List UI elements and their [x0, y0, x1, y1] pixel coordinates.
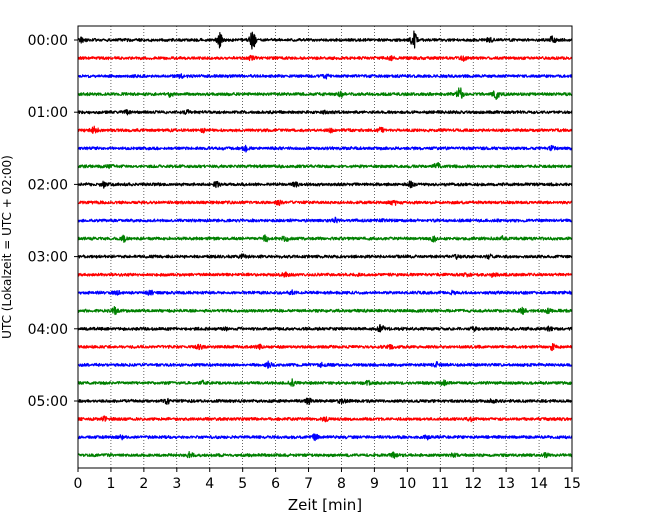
seismogram-trace-0245 — [77, 234, 573, 243]
x-tick-label: 1 — [106, 476, 115, 492]
seismogram-traces — [77, 30, 573, 459]
seismogram-trace-0300 — [77, 253, 573, 260]
x-tick-label: 14 — [530, 476, 548, 492]
seismogram-trace-0330 — [77, 289, 573, 296]
seismogram-trace-0130 — [77, 144, 573, 153]
x-tick-label: 4 — [205, 476, 214, 492]
x-tick-label: 15 — [563, 476, 581, 492]
y-axis-ticks: 00:00 01:00 02:00 03:00 04:00 05:00 — [28, 33, 78, 410]
x-tick-label: 9 — [370, 476, 379, 492]
seismogram-trace-0145 — [77, 161, 573, 170]
y-tick-label: 04:00 — [28, 322, 68, 338]
seismogram-trace-0100 — [77, 109, 573, 116]
x-tick-label: 0 — [74, 476, 83, 492]
x-axis-label: Zeit [min] — [288, 496, 362, 514]
x-tick-label: 5 — [238, 476, 247, 492]
x-tick-label: 7 — [304, 476, 313, 492]
y-tick-label: 01:00 — [28, 105, 68, 121]
seismogram-trace-0015 — [77, 54, 573, 62]
x-tick-label: 12 — [464, 476, 482, 492]
seismogram-trace-0515 — [77, 415, 573, 423]
y-tick-label: 03:00 — [28, 250, 68, 266]
x-tick-label: 13 — [497, 476, 515, 492]
seismogram-trace-0030 — [77, 73, 573, 80]
y-tick-label: 00:00 — [28, 33, 68, 49]
seismogram-trace-0115 — [77, 125, 573, 135]
plot-frame — [77, 25, 573, 469]
y-axis-label: UTC (Lokalzeit = UTC + 02:00) — [0, 155, 14, 339]
seismogram-trace-0315 — [77, 271, 573, 279]
x-tick-label: 2 — [139, 476, 148, 492]
y-tick-label: 05:00 — [28, 394, 68, 410]
seismogram-trace-0545 — [77, 451, 573, 459]
seismogram-trace-0045 — [77, 87, 573, 100]
seismogram-trace-0400 — [77, 323, 573, 333]
seismogram-trace-0215 — [77, 199, 573, 207]
seismogram-trace-0445 — [77, 378, 573, 387]
x-axis-ticks: 0 1 2 3 4 5 6 7 8 9 10 11 12 13 14 15 — [74, 468, 581, 492]
seismogram-trace-0430 — [77, 360, 573, 369]
x-tick-label: 11 — [431, 476, 449, 492]
x-tick-label: 3 — [172, 476, 181, 492]
seismogram-trace-0500 — [77, 397, 573, 405]
seismogram-trace-0415 — [77, 342, 573, 352]
seismogram-trace-0000 — [77, 30, 573, 50]
seismogram-trace-0230 — [77, 216, 573, 224]
y-tick-label: 02:00 — [28, 177, 68, 193]
seismogram-trace-0530 — [77, 433, 573, 442]
x-tick-label: 10 — [398, 476, 416, 492]
seismogram-trace-0200 — [77, 180, 573, 189]
x-tick-label: 8 — [337, 476, 346, 492]
seismogram-trace-0345 — [77, 305, 573, 316]
x-tick-label: 6 — [271, 476, 280, 492]
